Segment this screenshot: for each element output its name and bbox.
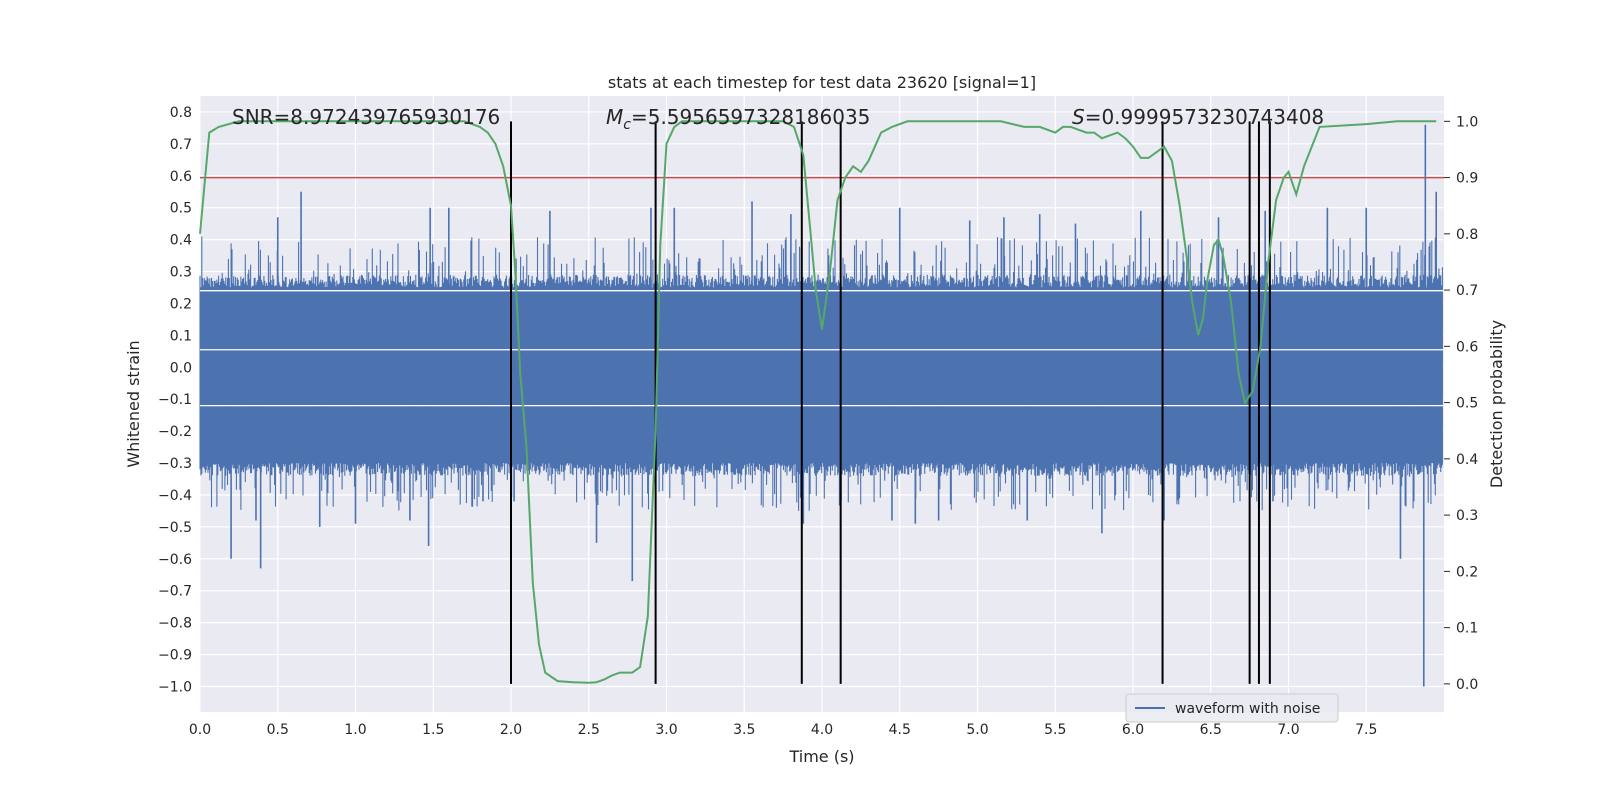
x-tick-label: 3.5 — [733, 722, 755, 738]
y-left-tick-label: 0.7 — [170, 137, 192, 153]
x-tick-label: 3.0 — [655, 722, 677, 738]
x-tick-label: 6.5 — [1200, 722, 1222, 738]
y-left-tick-label: −0.7 — [158, 584, 192, 600]
score-value: =0.9999573230743408 — [1085, 105, 1324, 129]
x-tick-label: 5.0 — [966, 722, 988, 738]
x-tick-label: 7.0 — [1277, 722, 1299, 738]
y-right-tick-label: 0.1 — [1456, 621, 1478, 637]
y-right-tick-label: 0.9 — [1456, 171, 1478, 187]
y-right-tick-label: 0.5 — [1456, 396, 1478, 412]
y-left-tick-label: 0.8 — [170, 105, 192, 121]
y-left-tick-label: −0.9 — [158, 648, 192, 664]
y-left-tick-label: −1.0 — [158, 679, 192, 695]
snr-annotation: SNR=8.972439765930176 — [232, 105, 500, 129]
y-right-tick-label: 1.0 — [1456, 114, 1478, 130]
y-left-tick-label: −0.8 — [158, 616, 192, 632]
y-left-tick-label: −0.2 — [158, 424, 192, 440]
x-tick-label: 2.0 — [500, 722, 522, 738]
detection-probability-line — [199, 120, 1437, 684]
y-left-tick-label: 0.2 — [170, 296, 192, 312]
y-right-tick-labels: 1.0 0.9 0.8 0.7 0.6 0.5 0.4 0.3 0.2 0.1 0.0 — [1444, 114, 1478, 693]
score-annotation: S=0.9999573230743408 — [1072, 105, 1324, 129]
x-tick-label: 5.5 — [1044, 722, 1066, 738]
x-tick-label: 1.5 — [422, 722, 444, 738]
legend: waveform with noise — [1125, 693, 1339, 723]
y-left-tick-label: −0.4 — [158, 488, 192, 504]
y-right-tick-label: 0.3 — [1456, 508, 1478, 524]
x-tick-label: 6.0 — [1122, 722, 1144, 738]
probability-series — [199, 120, 1437, 684]
x-tick-label: 4.0 — [811, 722, 833, 738]
y-left-tick-label: 0.1 — [170, 328, 192, 344]
x-tick-label: 1.0 — [344, 722, 366, 738]
y-left-tick-label: −0.3 — [158, 456, 192, 472]
x-tick-label: 0.0 — [189, 722, 211, 738]
y-left-tick-label: −0.6 — [158, 552, 192, 568]
y-right-tick-label: 0.0 — [1456, 677, 1478, 693]
y-left-tick-label: −0.1 — [158, 392, 192, 408]
y-left-tick-label: 0.5 — [170, 201, 192, 217]
waveform-line — [199, 236, 1443, 511]
y-axis-left-label: Whitened strain — [124, 340, 143, 467]
y-right-tick-label: 0.2 — [1456, 564, 1478, 580]
x-axis-label: Time (s) — [788, 747, 854, 766]
x-tick-label: 7.5 — [1355, 722, 1377, 738]
y-left-tick-label: 0.0 — [170, 360, 192, 376]
y-right-tick-label: 0.7 — [1456, 283, 1478, 299]
legend-label-waveform: waveform with noise — [1175, 701, 1320, 717]
chirp-mass-value: =5.5956597328186035 — [631, 105, 870, 129]
y-left-tick-label: 0.4 — [170, 233, 192, 249]
y-right-tick-label: 0.6 — [1456, 339, 1478, 355]
y-left-tick-label: −0.5 — [158, 520, 192, 536]
y-left-tick-labels: 0.8 0.7 0.6 0.5 0.4 0.3 0.2 0.1 0.0 −0.1 −0.2 −0.3 −… — [158, 105, 192, 696]
chart-title: stats at each timestep for test data 236… — [608, 73, 1036, 92]
x-tick-label: 0.5 — [267, 722, 289, 738]
y-right-tick-label: 0.4 — [1456, 452, 1478, 468]
x-tick-labels: 0.0 0.5 1.0 1.5 2.0 2.5 3.0 3.5 4.0 4.5 5.0 5.5 6.0 6… — [189, 722, 1378, 738]
y-left-tick-label: 0.3 — [170, 265, 192, 281]
chirp-mass-symbol: M — [606, 105, 623, 129]
chirp-mass-annotation: Mc=5.5956597328186035 — [606, 105, 870, 133]
legend-box — [1125, 693, 1339, 723]
x-tick-label: 2.5 — [578, 722, 600, 738]
y-right-tick-label: 0.8 — [1456, 227, 1478, 243]
y-axis-right-label: Detection probability — [1487, 320, 1506, 488]
score-symbol: S — [1072, 105, 1085, 129]
x-tick-label: 4.5 — [889, 722, 911, 738]
overlay-lines — [200, 121, 1444, 684]
chirp-mass-subscript: c — [623, 117, 631, 133]
y-left-tick-label: 0.6 — [170, 169, 192, 185]
waveform-series — [199, 124, 1443, 687]
